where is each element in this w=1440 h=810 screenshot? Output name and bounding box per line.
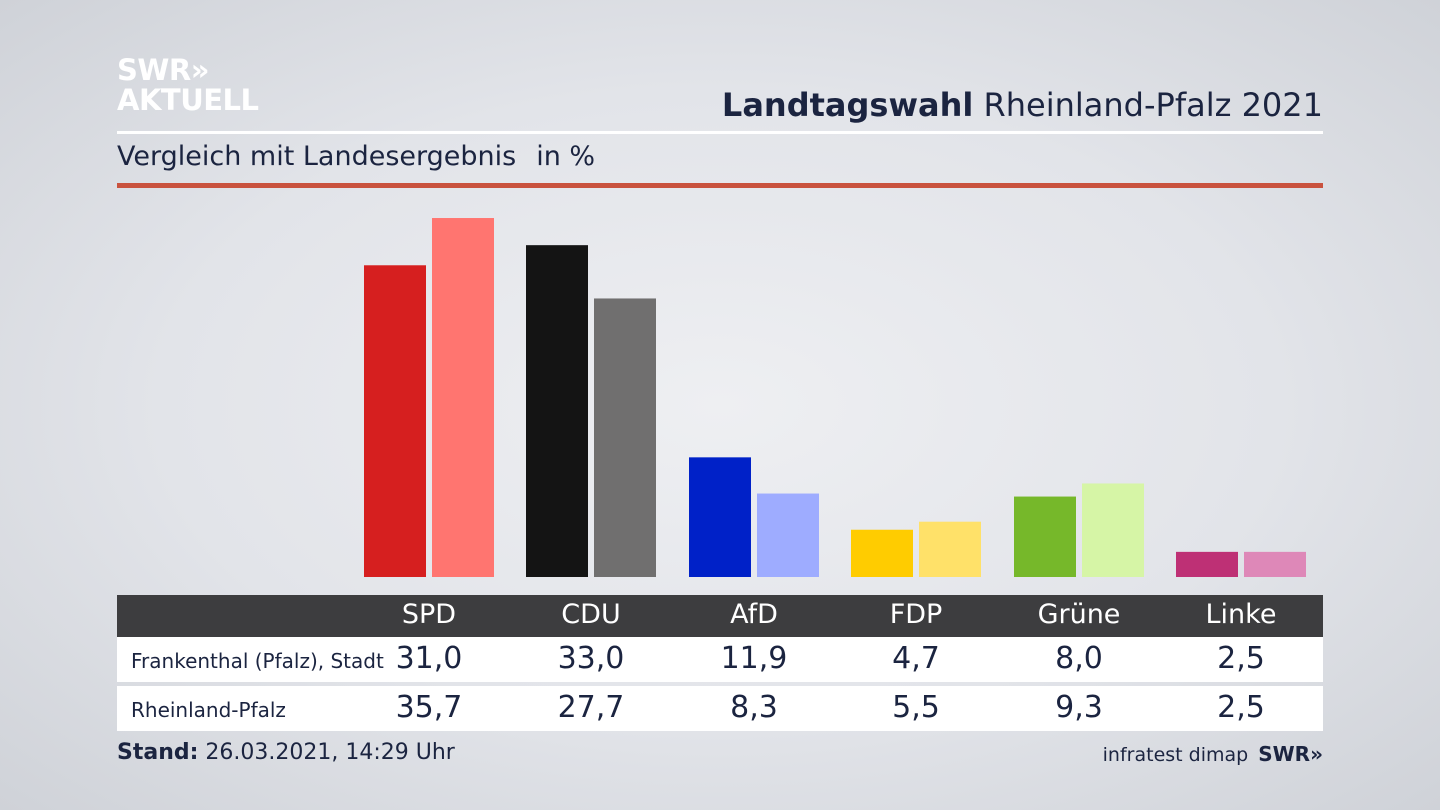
table-header: SPD CDU AfD FDP Grüne Linke xyxy=(117,595,1323,637)
stand-value: 26.03.2021, 14:29 Uhr xyxy=(205,740,455,765)
bar-linke-frankenthal xyxy=(1176,551,1238,577)
timestamp: Stand: 26.03.2021, 14:29 Uhr xyxy=(117,740,455,765)
cell-value: 2,5 xyxy=(1217,641,1265,676)
bar-spd-frankenthal xyxy=(364,265,426,577)
header-cdu: CDU xyxy=(561,599,621,630)
bar-linke-rlp xyxy=(1244,551,1306,577)
bar-fdp-rlp xyxy=(919,521,981,577)
chart-subtitle: Vergleich mit Landesergebnis in % xyxy=(117,141,595,172)
header-spd: SPD xyxy=(401,599,457,630)
cell-value: 2,5 xyxy=(1217,690,1265,725)
title-bold: Landtagswahl xyxy=(721,86,974,124)
bar-spd-rlp xyxy=(432,218,494,577)
row-label: Rheinland-Pfalz xyxy=(131,698,286,722)
bar-gruene-frankenthal xyxy=(1014,496,1076,577)
header-fdp: FDP xyxy=(889,599,943,630)
bar-afd-frankenthal xyxy=(689,457,751,577)
swr-logo-small: SWR» xyxy=(1258,742,1323,766)
row-label: Frankenthal (Pfalz), Stadt xyxy=(131,649,384,673)
cell-value: 33,0 xyxy=(557,641,625,676)
bar-cdu-frankenthal xyxy=(526,245,588,577)
title-divider xyxy=(117,131,1323,134)
subtitle-unit: in % xyxy=(536,141,596,172)
table-row: Frankenthal (Pfalz), Stadt 31,0 33,0 11,… xyxy=(117,637,1323,682)
title-rest: Rheinland-Pfalz 2021 xyxy=(983,86,1323,124)
swr-aktuell-logo: SWR» AKTUELL xyxy=(117,55,259,115)
header-linke: Linke xyxy=(1205,599,1277,630)
cell-value: 11,9 xyxy=(720,641,788,676)
accent-divider xyxy=(117,183,1323,188)
bar-cdu-rlp xyxy=(594,298,656,577)
table-row: Rheinland-Pfalz 35,7 27,7 8,3 5,5 9,3 2,… xyxy=(117,686,1323,731)
bar-gruene-rlp xyxy=(1082,483,1144,577)
page-title: Landtagswahl Rheinland-Pfalz 2021 xyxy=(722,86,1323,124)
cell-value: 9,3 xyxy=(1055,690,1103,725)
cell-value: 8,3 xyxy=(730,690,778,725)
cell-value: 5,5 xyxy=(892,690,940,725)
bar-fdp-frankenthal xyxy=(851,529,913,577)
stand-label: Stand: xyxy=(117,740,199,765)
bar-afd-rlp xyxy=(757,493,819,577)
source-credit: infratest dimap SWR» xyxy=(1103,742,1323,766)
subtitle-text: Vergleich mit Landesergebnis xyxy=(117,141,517,172)
cell-value: 31,0 xyxy=(395,641,463,676)
cell-value: 35,7 xyxy=(395,690,463,725)
logo-line2: AKTUELL xyxy=(117,83,259,117)
logo-line1: SWR» xyxy=(117,53,209,87)
bar-chart xyxy=(364,218,1306,577)
header-gruene: Grüne xyxy=(1037,599,1121,630)
results-table: SPD CDU AfD FDP Grüne Linke Frankenthal … xyxy=(117,595,1323,731)
header-afd: AfD xyxy=(730,599,778,630)
cell-value: 4,7 xyxy=(892,641,940,676)
source-text: infratest dimap xyxy=(1102,744,1249,766)
cell-value: 8,0 xyxy=(1055,641,1103,676)
cell-value: 27,7 xyxy=(557,690,625,725)
